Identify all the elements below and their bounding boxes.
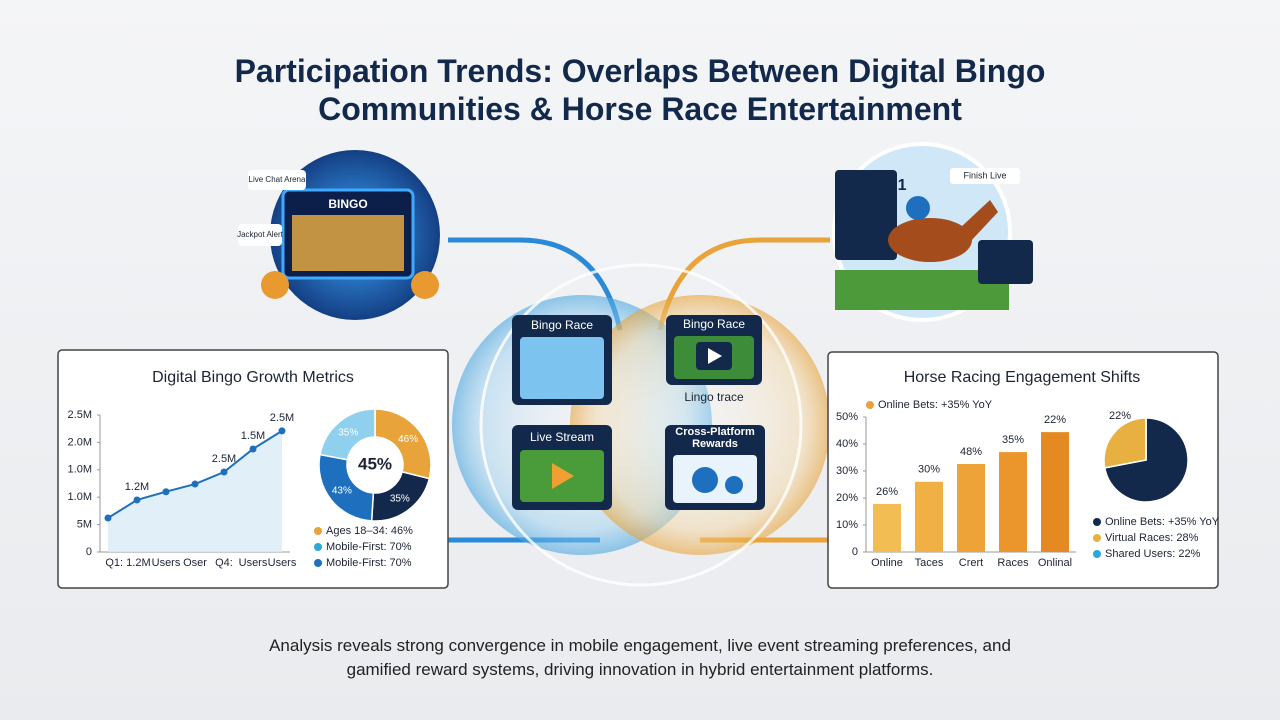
legend-label: Mobile-First: 70% <box>326 557 412 569</box>
annotation: Online Bets: +35% YoY <box>878 399 993 411</box>
y-tick-label: 50% <box>836 411 858 423</box>
point <box>278 427 286 435</box>
chart-title: Digital Bingo Growth Metrics <box>152 369 354 386</box>
annotation: 22% <box>1109 410 1131 422</box>
y-tick-label: 0 <box>86 546 92 558</box>
screen-title: BINGO <box>328 197 367 211</box>
y-tick-label: 5M <box>77 519 92 531</box>
legend-swatch <box>1093 534 1101 542</box>
value-label: 35% <box>1002 434 1024 446</box>
point <box>220 468 228 476</box>
value-label: 30% <box>918 464 940 476</box>
center-label: 45% <box>358 454 392 473</box>
legend-label: Shared Users: 22% <box>1105 548 1201 560</box>
value-label: 35% <box>390 494 410 505</box>
y-tick-label: 2.5M <box>68 409 92 421</box>
value-label: 43% <box>332 485 352 496</box>
y-tick-label: 40% <box>836 438 858 450</box>
value-label: 1.2M <box>125 481 149 493</box>
point <box>133 496 141 504</box>
x-tick-label: Races <box>997 557 1029 569</box>
x-tick-label: Users <box>239 557 268 569</box>
legend-label: Mobile-First: 70% <box>326 541 412 553</box>
card-label: Cross-Platform Rewards <box>675 426 755 450</box>
point <box>162 488 170 496</box>
y-tick-label: 1.0M <box>68 464 92 476</box>
card-caption: Lingo trace <box>684 390 744 404</box>
caption: Analysis reveals strong convergence in m… <box>269 636 1011 679</box>
y-tick-label: 0 <box>852 546 858 558</box>
racing-illustration: 2:1 Finish Live <box>832 142 1033 322</box>
x-tick-label: Q1: 1.2M <box>105 557 150 569</box>
odds-label: 2:1 <box>883 177 906 194</box>
value-label: 26% <box>876 486 898 498</box>
value-label: 35% <box>338 427 358 438</box>
x-tick-label: Oser <box>183 557 207 569</box>
card: Bingo Race <box>512 315 612 405</box>
x-tick-label: Users <box>268 557 297 569</box>
bar <box>1041 432 1069 552</box>
card-label: Bingo Race <box>531 318 593 332</box>
point <box>104 514 112 522</box>
card: Live Stream <box>512 425 612 510</box>
legend-label: Online Bets: +35% YoY <box>1105 516 1220 528</box>
card-label-box: Cross-Platform Rewards <box>675 426 755 450</box>
venn-ring <box>479 263 803 587</box>
legend-label: Ages 18–34: 46% <box>326 525 413 537</box>
x-tick-label: Online <box>871 557 903 569</box>
legend-swatch <box>314 559 322 567</box>
point <box>249 445 257 453</box>
annotation-dot <box>866 401 874 409</box>
value-label: 1.5M <box>241 430 265 442</box>
value-label: 22% <box>1044 414 1066 426</box>
alert-label: Jackpot Alert <box>237 230 284 239</box>
pie-slice <box>1103 417 1147 469</box>
bar <box>873 503 901 552</box>
legend-swatch <box>314 527 322 535</box>
bar <box>957 463 985 552</box>
legend-label: Virtual Races: 28% <box>1105 532 1199 544</box>
legend-swatch <box>1093 550 1101 558</box>
point <box>191 480 199 488</box>
value-label: 2.5M <box>270 412 294 424</box>
card-label: Live Stream <box>530 430 594 444</box>
bar <box>999 452 1027 552</box>
bingo-illustration: BINGO Live Chat Arena Jackpot Alert <box>237 150 440 320</box>
chat-label: Live Chat Arena <box>249 175 306 184</box>
card: Bingo Race Lingo trace <box>666 315 762 404</box>
x-tick-label: Taces <box>915 557 944 569</box>
chart-title: Horse Racing Engagement Shifts <box>904 369 1141 386</box>
donut-hole <box>347 437 403 493</box>
page-title: Participation Trends: Overlaps Between D… <box>234 53 1046 127</box>
y-tick-label: 2.0M <box>68 436 92 448</box>
card: Cross-Platform Rewards <box>665 425 765 510</box>
card-label: Bingo Race <box>683 317 745 331</box>
value-label: 46% <box>398 434 418 445</box>
legend-swatch <box>1093 518 1101 526</box>
value-label: 2.5M <box>212 453 236 465</box>
board-label: Finish Live <box>963 170 1006 180</box>
x-tick-label: Onlinal <box>1038 557 1072 569</box>
x-tick-label: Users <box>152 557 181 569</box>
y-tick-label: 10% <box>836 519 858 531</box>
value-label: 48% <box>960 446 982 458</box>
bar <box>915 481 943 552</box>
y-tick-label: 20% <box>836 492 858 504</box>
y-tick-label: 1.0M <box>68 491 92 503</box>
legend-swatch <box>314 543 322 551</box>
x-tick-label: Crert <box>959 557 983 569</box>
y-tick-label: 30% <box>836 465 858 477</box>
x-tick-label: Q4: <box>215 557 233 569</box>
